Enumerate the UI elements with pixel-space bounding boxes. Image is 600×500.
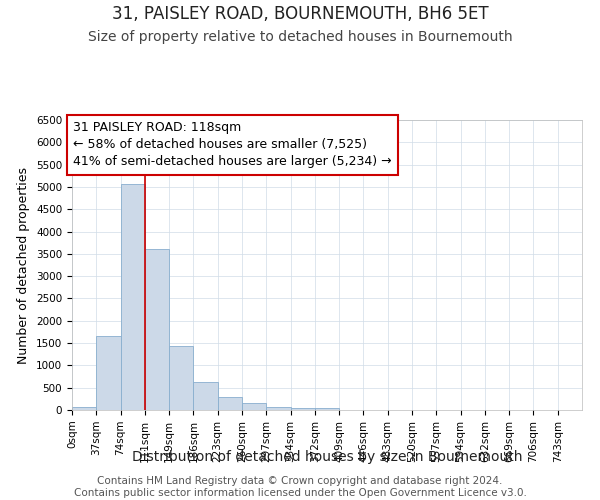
Bar [266, 406, 290, 410]
Bar [96, 336, 121, 410]
Bar [315, 408, 339, 410]
Y-axis label: Number of detached properties: Number of detached properties [17, 166, 31, 364]
Bar [193, 382, 218, 410]
Bar [218, 396, 242, 410]
Bar [290, 408, 315, 410]
Text: Size of property relative to detached houses in Bournemouth: Size of property relative to detached ho… [88, 30, 512, 44]
Text: Distribution of detached houses by size in Bournemouth: Distribution of detached houses by size … [132, 450, 522, 464]
Bar [121, 184, 145, 410]
Bar [242, 403, 266, 410]
Bar [145, 250, 169, 410]
Text: Contains HM Land Registry data © Crown copyright and database right 2024.
Contai: Contains HM Land Registry data © Crown c… [74, 476, 526, 498]
Text: 31, PAISLEY ROAD, BOURNEMOUTH, BH6 5ET: 31, PAISLEY ROAD, BOURNEMOUTH, BH6 5ET [112, 5, 488, 23]
Bar [169, 346, 193, 410]
Bar [72, 406, 96, 410]
Text: 31 PAISLEY ROAD: 118sqm
← 58% of detached houses are smaller (7,525)
41% of semi: 31 PAISLEY ROAD: 118sqm ← 58% of detache… [73, 122, 392, 168]
